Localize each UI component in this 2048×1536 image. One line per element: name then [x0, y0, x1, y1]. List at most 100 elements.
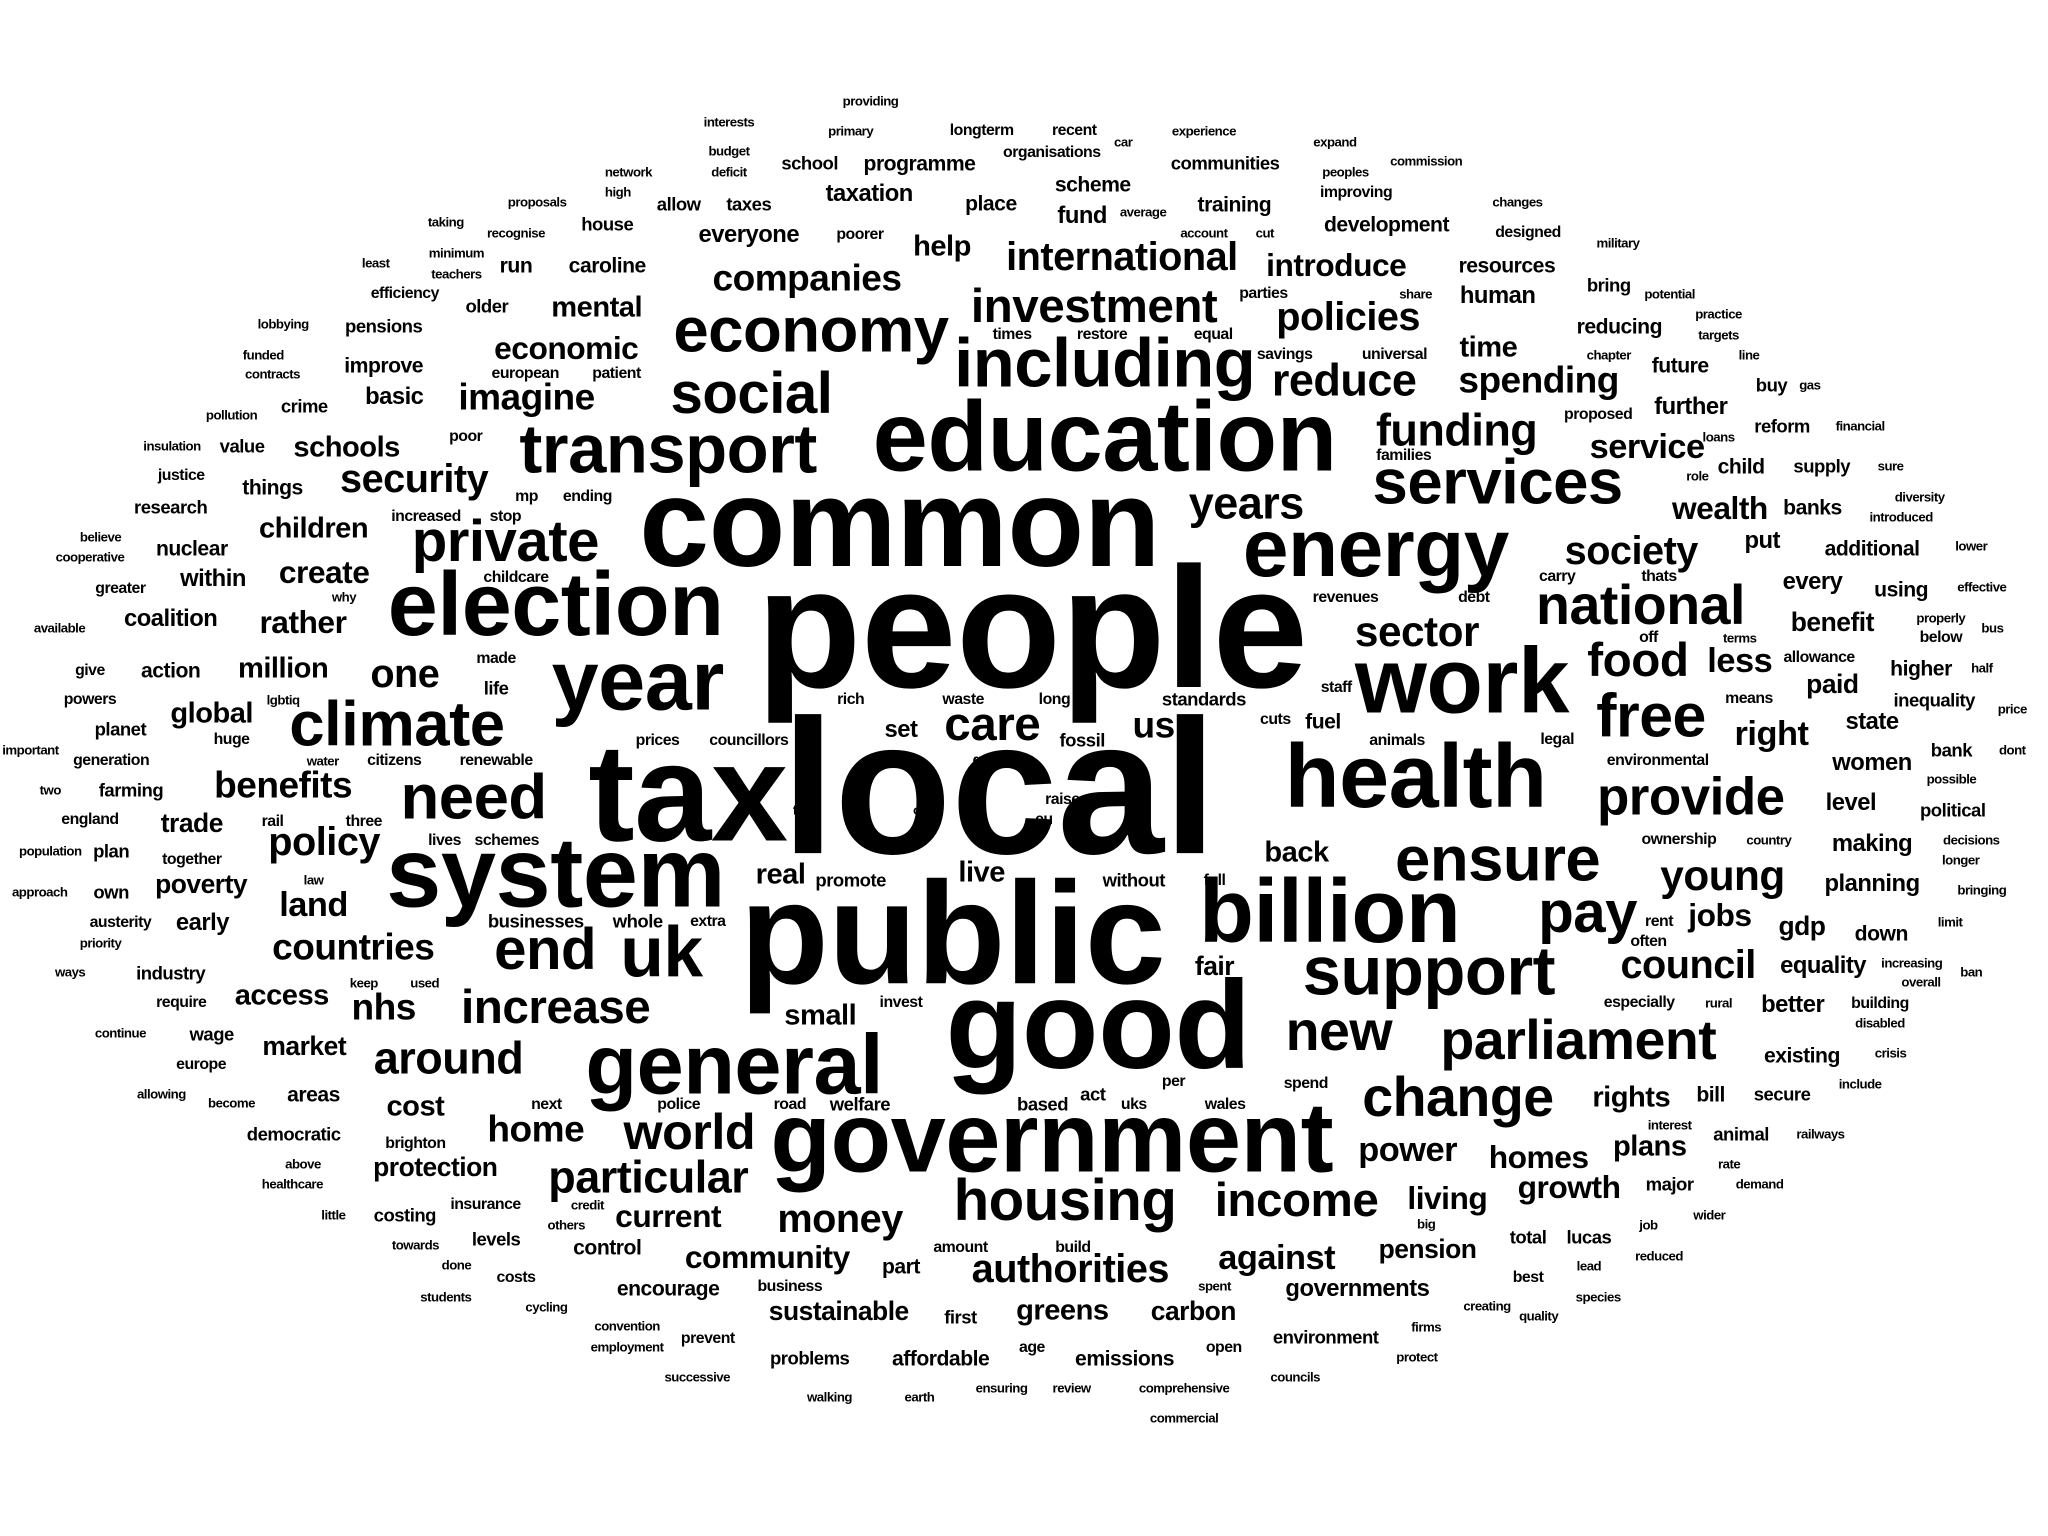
cloud-word-allowance: allowance [1783, 648, 1855, 666]
cloud-word-higher: higher [1890, 657, 1952, 681]
cloud-word-private: private [411, 509, 600, 575]
cloud-word-creating: creating [1463, 1298, 1511, 1314]
cloud-word-farming: farming [98, 779, 164, 801]
cloud-word-bill: bill [1696, 1083, 1725, 1107]
cloud-word-limit: limit [1937, 914, 1963, 930]
cloud-word-research: research [134, 496, 208, 518]
cloud-word-run: run [499, 254, 533, 278]
cloud-word-funding: funding [1375, 404, 1538, 456]
cloud-word-world: world [623, 1103, 756, 1161]
cloud-word-authorities: authorities [971, 1247, 1170, 1292]
cloud-word-services: services [1372, 447, 1624, 518]
cloud-word-schemes: schemes [474, 832, 540, 850]
cloud-word-big: big [1417, 1216, 1436, 1232]
cloud-word-nuclear: nuclear [155, 537, 228, 561]
cloud-word-together: together [162, 851, 222, 868]
cloud-word-housing: housing [953, 1168, 1177, 1234]
cloud-word-welfare: welfare [829, 1093, 891, 1115]
cloud-word-women: women [1832, 749, 1912, 777]
cloud-word-least: least [361, 255, 390, 271]
cloud-word-reducing: reducing [1576, 315, 1663, 339]
cloud-word-against: against [1218, 1238, 1336, 1277]
cloud-word-practice: practice [1695, 305, 1742, 321]
cloud-word-end: end [494, 916, 597, 982]
cloud-word-age: age [1019, 1339, 1045, 1357]
cloud-word-lucas: lucas [1566, 1227, 1612, 1249]
cloud-word-above: above [285, 1156, 321, 1172]
cloud-word-councillors: councillors [709, 731, 789, 749]
cloud-word-countries: countries [272, 925, 435, 968]
cloud-word-primary: primary [828, 123, 874, 139]
cloud-word-require: require [156, 993, 207, 1011]
cloud-word-carbon: carbon [1150, 1295, 1237, 1326]
cloud-word-budget: budget [708, 143, 750, 159]
cloud-word-half: half [1971, 660, 1993, 676]
cloud-word-one: one [370, 651, 440, 696]
cloud-word-proposals: proposals [507, 194, 567, 210]
cloud-word-within: within [180, 565, 246, 593]
cloud-word-improve: improve [344, 354, 424, 378]
cloud-word-billion: billion [1198, 861, 1461, 962]
cloud-word-early: early [175, 909, 230, 937]
cloud-word-further: further [1654, 393, 1728, 421]
cloud-word-development: development [1324, 213, 1450, 237]
cloud-word-planet: planet [94, 719, 147, 741]
cloud-word-sure: sure [1877, 458, 1904, 474]
cloud-word-increasing: increasing [1881, 955, 1943, 971]
cloud-word-teachers: teachers [431, 266, 482, 282]
cloud-word-employment: employment [590, 1339, 664, 1355]
cloud-word-designed: designed [1495, 223, 1561, 241]
cloud-word-revenues: revenues [1312, 589, 1379, 607]
cloud-word-right: right [1734, 715, 1809, 754]
cloud-word-government: government [770, 1082, 1334, 1194]
cloud-word-line: line [1738, 346, 1760, 362]
cloud-word-gdp: gdp [1778, 910, 1826, 941]
cloud-word-account: account [1180, 225, 1228, 241]
cloud-word-animals: animals [1369, 731, 1425, 749]
cloud-word-local: local [781, 679, 1217, 895]
cloud-word-areas: areas [287, 1083, 340, 1107]
cloud-word-economy: economy [673, 294, 949, 365]
cloud-word-increase: increase [461, 981, 651, 1035]
cloud-word-older: older [465, 295, 509, 317]
cloud-word-often: often [1630, 933, 1667, 951]
cloud-word-interest: interest [1647, 1116, 1692, 1132]
cloud-word-build: build [1055, 1238, 1091, 1256]
cloud-word-need: need [400, 762, 548, 833]
cloud-word-lives: lives [428, 832, 461, 850]
cloud-word-protection: protection [373, 1151, 498, 1182]
cloud-word-become: become [208, 1095, 255, 1111]
cloud-word-using: using [1874, 578, 1929, 602]
cloud-word-parties: parties [1239, 284, 1288, 302]
cloud-word-existing: existing [1763, 1044, 1840, 1068]
cloud-word-three: three [345, 812, 383, 830]
cloud-word-economic: economic [494, 330, 639, 367]
cloud-word-costs: costs [496, 1269, 536, 1287]
cloud-word-commercial: commercial [1149, 1410, 1219, 1426]
cloud-word-equality: equality [1780, 951, 1867, 979]
cloud-word-introduced: introduced [1869, 509, 1933, 525]
cloud-word-sustainable: sustainable [768, 1295, 909, 1326]
cloud-word-whole: whole [612, 910, 663, 932]
cloud-word-real: real [755, 857, 806, 890]
cloud-word-efficiency: efficiency [370, 284, 440, 302]
cloud-word-help: help [913, 230, 971, 263]
cloud-word-every: every [1782, 568, 1843, 596]
cloud-word-law: law [303, 872, 324, 888]
cloud-word-growth: growth [1517, 1169, 1621, 1206]
cloud-word-market: market [262, 1031, 347, 1062]
cloud-word-common: common [639, 451, 1160, 593]
cloud-word-comprehensive: comprehensive [1138, 1380, 1230, 1396]
cloud-word-system: system [386, 817, 726, 929]
cloud-word-commission: commission [1390, 153, 1463, 169]
cloud-word-demand: demand [1735, 1176, 1784, 1192]
cloud-word-business: business [757, 1278, 823, 1296]
cloud-word-planning: planning [1824, 869, 1920, 897]
cloud-word-amount: amount [933, 1238, 988, 1256]
cloud-word-ways: ways [54, 964, 86, 980]
cloud-word-lower: lower [1955, 538, 1988, 554]
cloud-word-training: training [1197, 193, 1272, 217]
cloud-word-renewable: renewable [459, 751, 534, 769]
cloud-word-living: living [1407, 1179, 1488, 1216]
